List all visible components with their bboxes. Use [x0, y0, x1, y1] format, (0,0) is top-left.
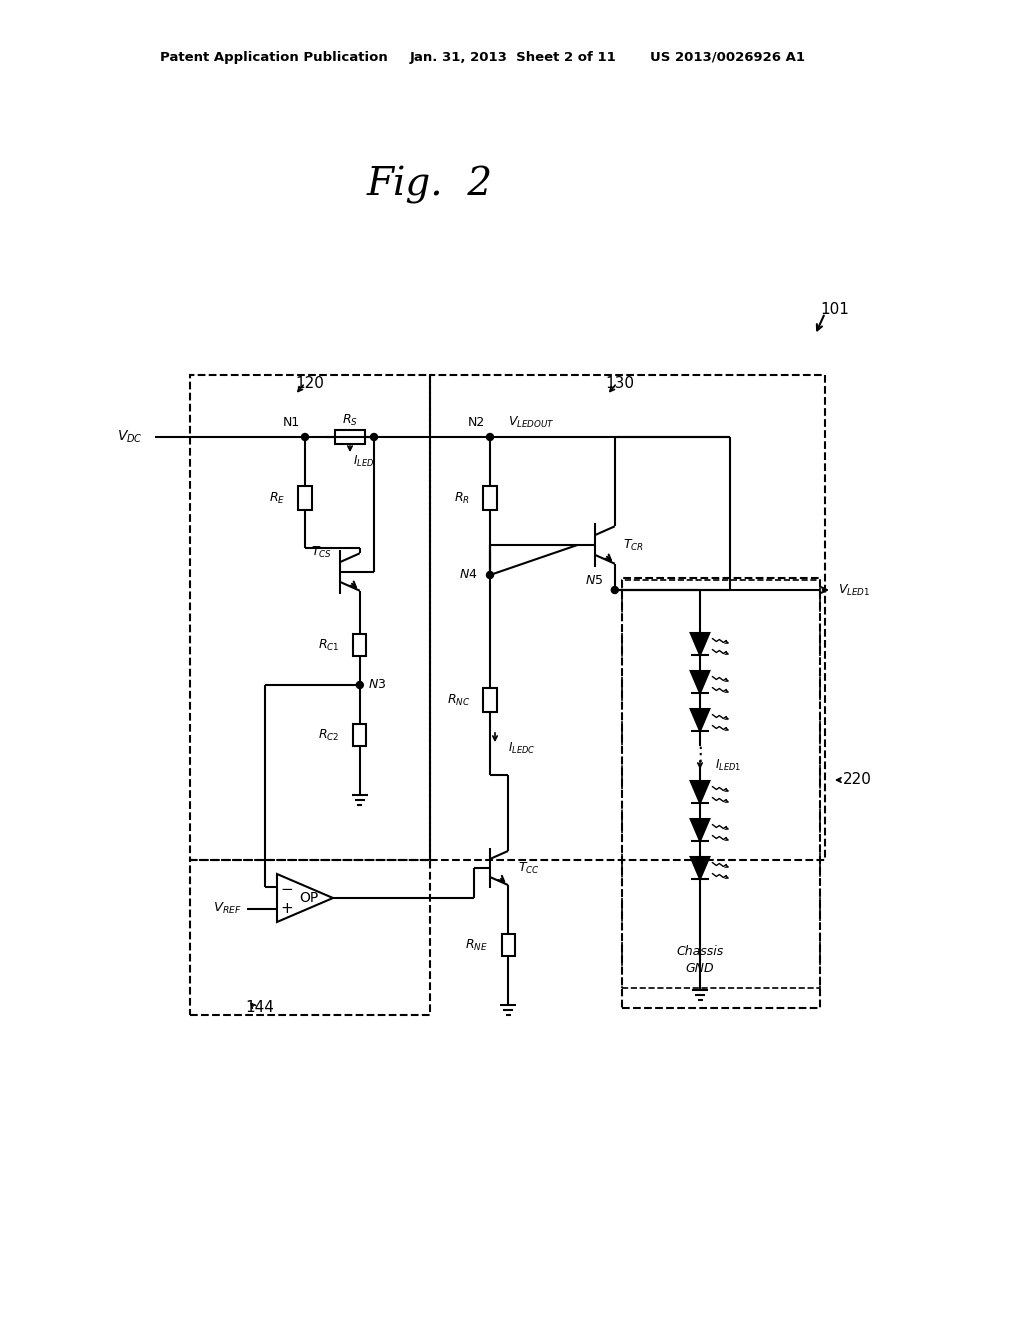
- Text: $R_E$: $R_E$: [268, 491, 285, 506]
- Polygon shape: [690, 781, 710, 803]
- Text: 130: 130: [605, 375, 635, 391]
- Bar: [298, 486, 312, 510]
- Bar: [353, 634, 367, 656]
- Text: 144: 144: [246, 1001, 274, 1015]
- Text: $V_{REF}$: $V_{REF}$: [213, 902, 242, 916]
- Circle shape: [486, 572, 494, 578]
- Text: N2: N2: [468, 416, 485, 429]
- Polygon shape: [690, 634, 710, 655]
- Text: OP: OP: [299, 891, 318, 906]
- Bar: [483, 688, 497, 711]
- Text: ⋮: ⋮: [690, 744, 710, 763]
- Polygon shape: [690, 671, 710, 693]
- Bar: [622, 578, 820, 1008]
- Polygon shape: [690, 709, 710, 731]
- Text: $T_{CR}$: $T_{CR}$: [623, 537, 644, 553]
- Polygon shape: [690, 857, 710, 879]
- Text: N1: N1: [283, 416, 300, 429]
- Text: 120: 120: [296, 375, 325, 391]
- Text: $R_{NE}$: $R_{NE}$: [465, 937, 488, 953]
- Text: $T_{CC}$: $T_{CC}$: [518, 861, 540, 875]
- Bar: [502, 935, 514, 956]
- Text: Chassis
GND: Chassis GND: [677, 945, 724, 975]
- Bar: [622, 579, 820, 987]
- Text: US 2013/0026926 A1: US 2013/0026926 A1: [650, 50, 805, 63]
- Text: $N5$: $N5$: [585, 573, 603, 586]
- Text: $I_{LED}$: $I_{LED}$: [353, 454, 374, 469]
- Bar: [190, 861, 430, 1015]
- Text: 101: 101: [820, 302, 849, 318]
- Text: $R_{C1}$: $R_{C1}$: [318, 638, 340, 652]
- Text: Fig.  2: Fig. 2: [367, 166, 494, 205]
- Bar: [430, 375, 825, 861]
- Text: Patent Application Publication: Patent Application Publication: [160, 50, 388, 63]
- Circle shape: [356, 681, 364, 689]
- Text: $R_R$: $R_R$: [454, 491, 470, 506]
- Text: $I_{LED1}$: $I_{LED1}$: [715, 758, 741, 772]
- Text: Jan. 31, 2013  Sheet 2 of 11: Jan. 31, 2013 Sheet 2 of 11: [410, 50, 616, 63]
- Text: $N4$: $N4$: [460, 569, 478, 582]
- Bar: [335, 430, 365, 444]
- Text: $R_S$: $R_S$: [342, 412, 358, 428]
- Text: $R_{C2}$: $R_{C2}$: [318, 727, 340, 743]
- Text: $N3$: $N3$: [368, 678, 386, 692]
- Circle shape: [371, 433, 378, 441]
- Text: $I_{LEDC}$: $I_{LEDC}$: [508, 741, 536, 755]
- Text: $+$: $+$: [281, 902, 294, 916]
- Polygon shape: [690, 818, 710, 841]
- Text: $-$: $-$: [281, 880, 294, 895]
- Circle shape: [301, 433, 308, 441]
- Text: $T_{CS}$: $T_{CS}$: [311, 545, 332, 560]
- Bar: [483, 486, 497, 510]
- Text: $V_{DC}$: $V_{DC}$: [118, 429, 143, 445]
- Circle shape: [486, 433, 494, 441]
- Bar: [353, 723, 367, 746]
- Text: $V_{LED1}$: $V_{LED1}$: [838, 582, 870, 598]
- Circle shape: [611, 586, 618, 594]
- Text: $V_{LEDOUT}$: $V_{LEDOUT}$: [508, 414, 555, 429]
- Text: 220: 220: [843, 772, 871, 788]
- Text: $R_{NC}$: $R_{NC}$: [446, 693, 470, 708]
- Bar: [190, 375, 430, 861]
